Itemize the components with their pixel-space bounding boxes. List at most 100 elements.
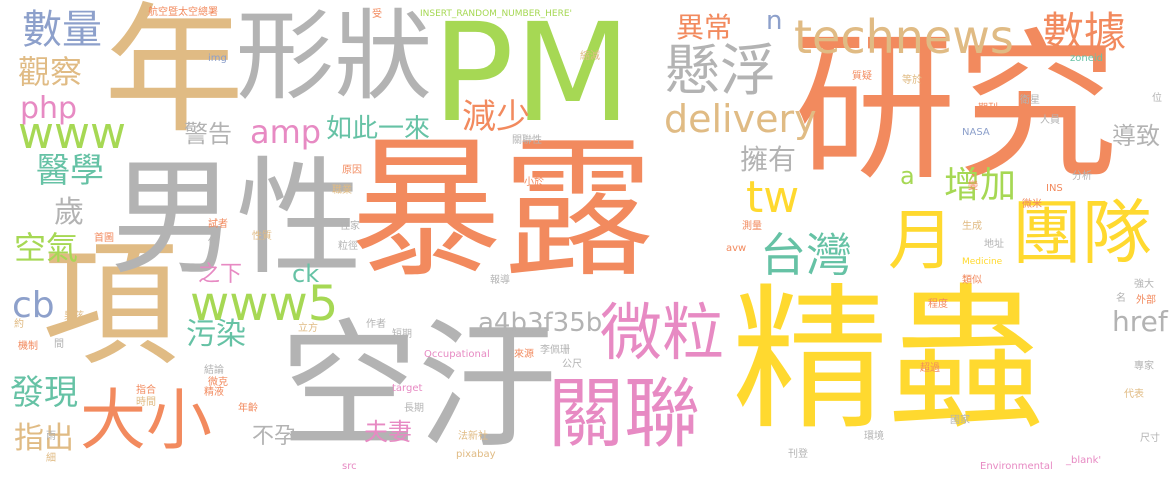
word-zhi-xia: 之下 xyxy=(198,262,243,287)
word-bu-yun: 不孕 xyxy=(252,424,297,449)
word-ce-liang: 測量 xyxy=(742,221,762,232)
word-wei-li: 微粒 xyxy=(600,296,725,369)
word-technews: technews xyxy=(794,10,1014,64)
word-ming: 名 xyxy=(1116,293,1126,304)
word-wu-ran: 污染 xyxy=(186,317,246,352)
word-yi-xue: 醫學 xyxy=(36,151,104,191)
word-jie-lun: 結論 xyxy=(204,365,224,376)
word-wei-ke: 微克 xyxy=(208,377,228,388)
word-jing-gao: 警告 xyxy=(184,120,232,148)
word-jian-shao: 減少 xyxy=(462,97,530,137)
word-cheng-du: 程度 xyxy=(928,299,948,310)
word-guan-lian-xing: 關聯性 xyxy=(512,135,542,146)
word-guo-jia: 國家 xyxy=(950,415,970,426)
word-sheng-cheng: 生成 xyxy=(962,221,982,232)
word-delivery: delivery xyxy=(664,97,817,141)
word-src: src xyxy=(342,461,357,472)
word-cb: cb xyxy=(12,285,55,326)
word-xiao-yu: 小於 xyxy=(524,177,544,188)
word-wai-bu: 外部 xyxy=(1136,295,1156,306)
word-tuan-dui: 團隊 xyxy=(1012,192,1152,274)
word-wang-jia: 往家 xyxy=(340,221,360,232)
word-li-jing: 粒徑 xyxy=(338,241,358,252)
word-qi-kan: 期刊 xyxy=(978,103,998,114)
word-zhi-chu: 指出 xyxy=(14,421,74,456)
word-gong-chi: 公尺 xyxy=(562,359,582,370)
word-nian-ling: 年齡 xyxy=(238,403,258,414)
word-zuo-zhe: 作者 xyxy=(366,319,386,330)
word-shi-jian: 時間 xyxy=(136,397,156,408)
word-yue: 月 xyxy=(888,202,954,279)
word-blank: _blank' xyxy=(1066,455,1102,466)
word-pm: PM xyxy=(432,0,632,153)
word-wei-mi: 微米 xyxy=(1022,199,1042,210)
word-ru-ci: 如此一來 xyxy=(326,114,431,144)
word-pixabay: pixabay xyxy=(456,449,496,460)
word-ren-yuan: 人員 xyxy=(1040,115,1060,126)
word-xiang: 項 xyxy=(42,227,178,385)
word-amp: amp xyxy=(250,113,322,151)
word-yi-chang: 異常 xyxy=(676,11,733,44)
word-qiang-da: 強大 xyxy=(1134,279,1154,290)
word-fa-xin-she: 法新社 xyxy=(458,431,488,442)
word-xuan-fu: 懸浮 xyxy=(664,39,776,104)
word-guan-cha: 觀察 xyxy=(18,53,83,91)
word-jian: 間 xyxy=(54,339,64,350)
word-zeng-jia: 增加 xyxy=(944,165,1017,206)
word-a4b3f35b: a4b3f35b xyxy=(478,308,603,338)
word-shu-ju: 數據 xyxy=(1042,8,1127,57)
word-chang-qi: 長期 xyxy=(404,403,424,414)
word-shi-zhe: 試者 xyxy=(208,219,228,230)
word-xi: 細 xyxy=(46,453,56,464)
word-yu: 雨 xyxy=(46,431,56,442)
word-wei-xing: 衛星 xyxy=(1020,95,1040,106)
word-fa-xian: 發現 xyxy=(10,373,78,413)
word-yong-you: 擁有 xyxy=(740,143,797,176)
word-kan-deng: 刊登 xyxy=(788,449,808,460)
word-da-xiao: 大小 xyxy=(80,382,212,459)
word-kong-wu: 空汙 xyxy=(280,306,557,467)
word-bao-dao: 報導 xyxy=(490,275,510,286)
word-yan-jiu: 研究 xyxy=(794,15,1118,203)
word-yue-approx: 約 xyxy=(14,319,24,330)
word-www5: www5 xyxy=(190,276,339,332)
word-lai-yuan: 來源 xyxy=(514,349,534,360)
word-jin: 僅 xyxy=(208,237,218,248)
word-li-fang: 立方 xyxy=(298,323,318,334)
word-zhi-yi: 質疑 xyxy=(852,71,872,82)
word-target: target xyxy=(392,383,423,394)
word-nan-xing: 男性 xyxy=(110,145,362,292)
word-n: n xyxy=(766,6,783,36)
word-a: a xyxy=(900,162,915,190)
word-fen-xi: 分析 xyxy=(1072,171,1092,182)
word-nian: 年 xyxy=(104,0,245,153)
word-lei-si: 類似 xyxy=(962,275,982,286)
word-wei: 位 xyxy=(1152,93,1162,104)
word-zoneid: zoneid xyxy=(1070,53,1103,64)
word-di-zhi: 地址 xyxy=(984,239,1004,250)
word-sui: 歲 xyxy=(54,195,84,230)
word-ck: ck xyxy=(292,260,320,288)
word-jing-ye: 精液 xyxy=(204,387,224,398)
word-suo-jian: 縮減 xyxy=(580,51,600,62)
word-nasa: NASA xyxy=(962,127,990,138)
word-img: img xyxy=(208,53,227,64)
word-chi-cun: 尺寸 xyxy=(1140,433,1160,444)
word-yuan-yin: 原因 xyxy=(342,165,362,176)
word-avw: avw xyxy=(726,243,747,254)
word-jing-chong: 精蟲 xyxy=(732,269,1044,451)
word-ji-zhi: 機制 xyxy=(18,341,38,352)
word-xing-zhuang: 形狀 xyxy=(236,0,433,114)
word-chao-guo: 超過 xyxy=(920,363,940,374)
word-zhi-he: 指合 xyxy=(136,385,156,396)
word-fu-qi: 夫妻 xyxy=(364,418,412,446)
word-medicine: Medicine xyxy=(962,257,1003,267)
word-zhuan-jia: 專家 xyxy=(1134,361,1154,372)
word-duan-qi: 短期 xyxy=(392,329,412,340)
word-shu-liang: 數量 xyxy=(22,7,102,53)
word-dao-zhi: 導致 xyxy=(1112,122,1160,150)
word-zhi-ye: 職業 xyxy=(332,185,352,196)
word-nan-hai: 男孩 xyxy=(64,311,84,322)
word-ins: INS xyxy=(1046,183,1063,194)
